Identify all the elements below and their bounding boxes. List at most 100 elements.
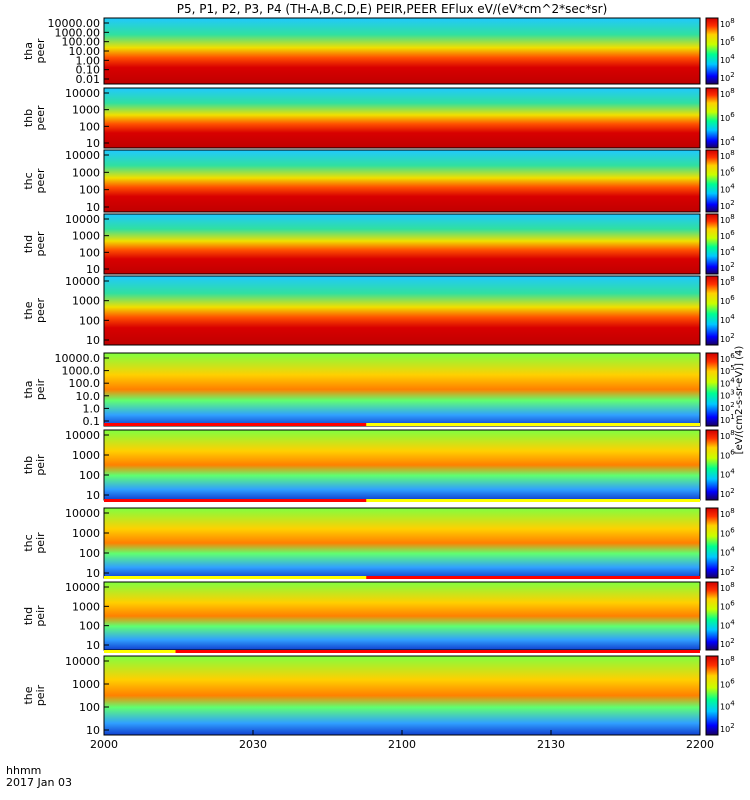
status-strip-flag (104, 499, 367, 502)
colorbar-tick-label: 102 (720, 332, 735, 344)
y-tick-label: 10 (86, 137, 100, 150)
colorbar-tick-label: 106 (720, 352, 735, 364)
colorbar (705, 87, 719, 149)
colorbar-tick-label: 102 (720, 565, 735, 577)
spectrogram-image (104, 353, 700, 426)
colorbar-tick-label: 104 (720, 468, 735, 480)
x-tick-label: 2200 (686, 738, 714, 751)
status-strip (104, 423, 700, 426)
panel-frame (103, 213, 701, 275)
colorbar-tick-label: 106 (720, 600, 735, 612)
panel-label-instrument: tha (22, 42, 35, 60)
y-tick-label: 10000 (65, 213, 100, 226)
y-tick-label: 10000 (65, 507, 100, 520)
spectrogram-image (104, 88, 700, 148)
y-tick-label: 100 (79, 184, 100, 197)
panel-thc-peir: thc peir 10000 1000 100 10 108 106 104 102 (22, 499, 735, 580)
y-tick-label: 1.00 (76, 54, 101, 67)
colorbar-tick-label: 104 (720, 245, 735, 257)
colorbar-unit-label: [eV/(cm2-s-sr-eV)] (4) (734, 346, 745, 455)
y-tick-label: 100 (79, 701, 100, 714)
colorbar-tick-label: 106 (720, 229, 735, 241)
panel-the-peir: the peir 10000 1000 100 10 108 106 104 102 (22, 650, 735, 737)
colorbar-tick-label: 104 (720, 618, 735, 630)
panel-label-product: peir (34, 378, 47, 400)
y-tick-label: 100 (79, 246, 100, 259)
panel-label-product: peir (34, 532, 47, 554)
colorbar-tick-label: 102 (720, 71, 735, 83)
spectrogram-image (104, 430, 700, 500)
x-tick-label: 2100 (388, 738, 416, 751)
panel-label-instrument: thb (22, 456, 35, 474)
y-tick-label: 10000 (65, 87, 100, 100)
y-tick-label: 100.00 (62, 36, 101, 49)
panel-label-instrument: the (22, 301, 35, 319)
y-tick-label: 100 (79, 120, 100, 133)
colorbar-tick-label: 102 (720, 722, 735, 734)
colorbar-tick-label: 102 (720, 487, 735, 499)
spectrogram-image (104, 582, 700, 650)
colorbar-tick-label: 106 (720, 294, 735, 306)
colorbar (705, 213, 719, 275)
panel-label-product: peer (34, 38, 47, 64)
colorbar-tick-label: 104 (720, 700, 735, 712)
colorbar (705, 655, 719, 736)
spectrogram-image (104, 508, 700, 578)
y-tick-label: 10000 (65, 429, 100, 442)
y-tick-label: 100 (79, 469, 100, 482)
y-tick-label: 10000 (65, 655, 100, 668)
y-tick-label: 10000 (65, 149, 100, 162)
panel-label-product: peer (34, 168, 47, 194)
panel-label-product: peir (34, 454, 47, 476)
status-strip-flag (175, 650, 700, 653)
y-tick-label: 10.0 (76, 390, 101, 403)
time-axis-label-date: 2017 Jan 03 (6, 776, 72, 789)
y-tick-label: 100 (79, 620, 100, 633)
panel-label-product: peir (34, 684, 47, 706)
y-tick-label: 1000 (72, 230, 100, 243)
status-strip-flag (104, 423, 367, 426)
colorbar (705, 429, 719, 501)
colorbar-tick-label: 104 (720, 182, 735, 194)
panel-label-product: peer (34, 105, 47, 131)
colorbar-tick-label: 108 (720, 17, 735, 29)
y-tick-label: 0.1 (83, 415, 101, 428)
panel-label-instrument: thc (22, 534, 35, 551)
y-tick-label: 10 (86, 489, 100, 502)
panel-label-instrument: tha (22, 380, 35, 398)
colorbar-tick-label: 108 (720, 581, 735, 593)
panel-label-instrument: thd (22, 607, 35, 625)
colorbar-tick-label: 105 (720, 364, 735, 376)
colorbar (705, 352, 719, 427)
panel-label-instrument: thb (22, 109, 35, 127)
panel-thb-peer: thb peer 10000 1000 100 10 108 106 104 (22, 87, 735, 150)
panel-thb-peir: thb peir 10000 1000 100 10 108 106 104 102 (22, 423, 735, 502)
colorbar-tick-label: 104 (720, 53, 735, 65)
colorbar (705, 17, 719, 85)
spectrogram-image (104, 276, 700, 345)
y-tick-label: 10000 (65, 275, 100, 288)
y-tick-label: 1000 (72, 449, 100, 462)
status-strip-flag (366, 576, 700, 579)
y-tick-label: 0.01 (76, 73, 101, 86)
y-tick-label: 0.10 (76, 64, 101, 77)
y-tick-label: 1000 (72, 527, 100, 540)
panel-label-product: peir (34, 605, 47, 627)
colorbar-tick-label: 108 (720, 149, 735, 161)
colorbar-tick-label: 106 (720, 111, 735, 123)
y-tick-label: 10 (86, 201, 100, 214)
time-axis: hhmm 2017 Jan 03 2000 2030 2100 2130 2200 (6, 730, 714, 789)
colorbar-tick-label: 103 (720, 389, 735, 401)
colorbar (705, 149, 719, 213)
colorbar-tick-label: 106 (720, 166, 735, 178)
panel-tha-peer: tha peer10000.001000.00100.0010.001.000.1… (22, 17, 735, 86)
y-tick-label: 10 (86, 567, 100, 580)
colorbar-tick-label: 106 (720, 526, 735, 538)
status-strip (104, 499, 700, 502)
spectrogram-image (104, 18, 700, 84)
y-tick-label: 100 (79, 314, 100, 327)
chart-title: P5, P1, P2, P3, P4 (TH-A,B,C,D,E) PEIR,P… (177, 2, 608, 16)
colorbar-tick-label: 104 (720, 546, 735, 558)
y-tick-label: 1000 (72, 295, 100, 308)
y-tick-label: 1000 (72, 166, 100, 179)
